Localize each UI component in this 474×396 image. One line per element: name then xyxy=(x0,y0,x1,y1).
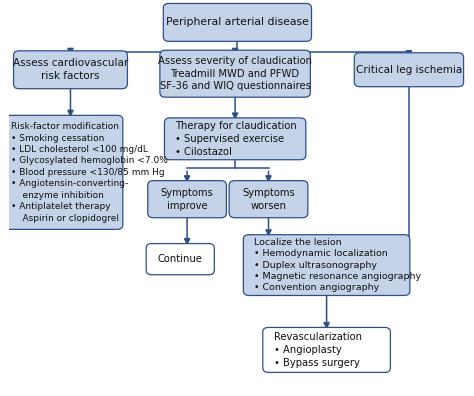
Text: Assess cardiovascular
risk factors: Assess cardiovascular risk factors xyxy=(13,58,128,81)
FancyBboxPatch shape xyxy=(146,244,214,275)
Text: Symptoms
improve: Symptoms improve xyxy=(161,188,213,211)
FancyBboxPatch shape xyxy=(160,50,310,97)
Text: Assess severity of claudication
Treadmill MWD and PFWD
SF-36 and WIQ questionnai: Assess severity of claudication Treadmil… xyxy=(158,56,312,91)
FancyBboxPatch shape xyxy=(0,115,123,229)
Text: Continue: Continue xyxy=(158,254,203,264)
FancyBboxPatch shape xyxy=(354,53,464,87)
Text: Critical leg ischemia: Critical leg ischemia xyxy=(356,65,462,75)
Text: Peripheral arterial disease: Peripheral arterial disease xyxy=(166,17,309,27)
FancyBboxPatch shape xyxy=(229,181,308,218)
Text: Risk-factor modification
• Smoking cessation
• LDL cholesterol <100 mg/dL
• Glyc: Risk-factor modification • Smoking cessa… xyxy=(11,122,168,223)
FancyBboxPatch shape xyxy=(263,327,391,372)
FancyBboxPatch shape xyxy=(164,4,311,41)
FancyBboxPatch shape xyxy=(148,181,227,218)
Text: Revascularization
• Angioplasty
• Bypass surgery: Revascularization • Angioplasty • Bypass… xyxy=(274,332,362,368)
FancyBboxPatch shape xyxy=(164,118,306,160)
Text: Symptoms
worsen: Symptoms worsen xyxy=(242,188,295,211)
Text: Localize the lesion
• Hemodynamic localization
• Duplex ultrasonography
• Magnet: Localize the lesion • Hemodynamic locali… xyxy=(255,238,421,293)
Text: Therapy for claudication
• Supervised exercise
• Cilostazol: Therapy for claudication • Supervised ex… xyxy=(175,121,297,156)
FancyBboxPatch shape xyxy=(243,235,410,295)
FancyBboxPatch shape xyxy=(14,51,128,89)
